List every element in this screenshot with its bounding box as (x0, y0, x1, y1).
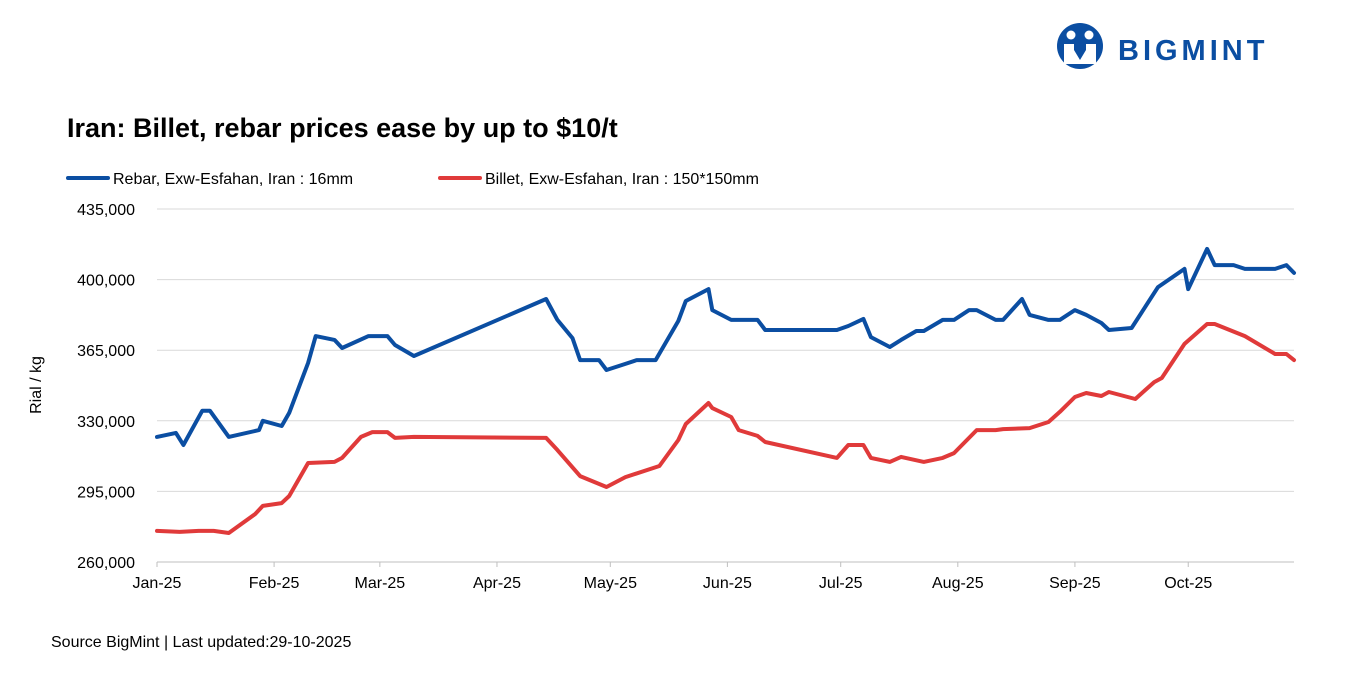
y-tick-label: 260,000 (77, 555, 135, 572)
y-tick-label: 435,000 (77, 202, 135, 219)
y-tick-label: 365,000 (77, 343, 135, 360)
y-tick-label: 400,000 (77, 273, 135, 290)
x-tick-label: Sep-25 (1049, 575, 1101, 592)
source-note: Source BigMint | Last updated:29-10-2025 (51, 634, 351, 651)
x-tick-label: Jul-25 (819, 575, 863, 592)
x-tick-label: Jan-25 (133, 575, 182, 592)
x-tick-label: Mar-25 (355, 575, 406, 592)
chart-title: Iran: Billet, rebar prices ease by up to… (67, 113, 618, 143)
x-tick-label: Oct-25 (1164, 575, 1212, 592)
series-line (155, 322, 1296, 535)
logo-icon (1057, 23, 1103, 69)
legend-label: Rebar, Exw-Esfahan, Iran : 16mm (113, 171, 353, 188)
x-tick-label: Feb-25 (249, 575, 300, 592)
y-axis-label: Rial / kg (28, 356, 45, 414)
x-tick-label: Apr-25 (473, 575, 521, 592)
y-tick-label: 330,000 (77, 414, 135, 431)
legend-label: Billet, Exw-Esfahan, Iran : 150*150mm (485, 171, 759, 188)
x-tick-label: Aug-25 (932, 575, 984, 592)
x-tick-label: May-25 (584, 575, 637, 592)
brand: BIGMINT (1118, 35, 1268, 67)
x-tick-label: Jun-25 (703, 575, 752, 592)
y-tick-label: 295,000 (77, 484, 135, 501)
series-line (155, 246, 1296, 447)
